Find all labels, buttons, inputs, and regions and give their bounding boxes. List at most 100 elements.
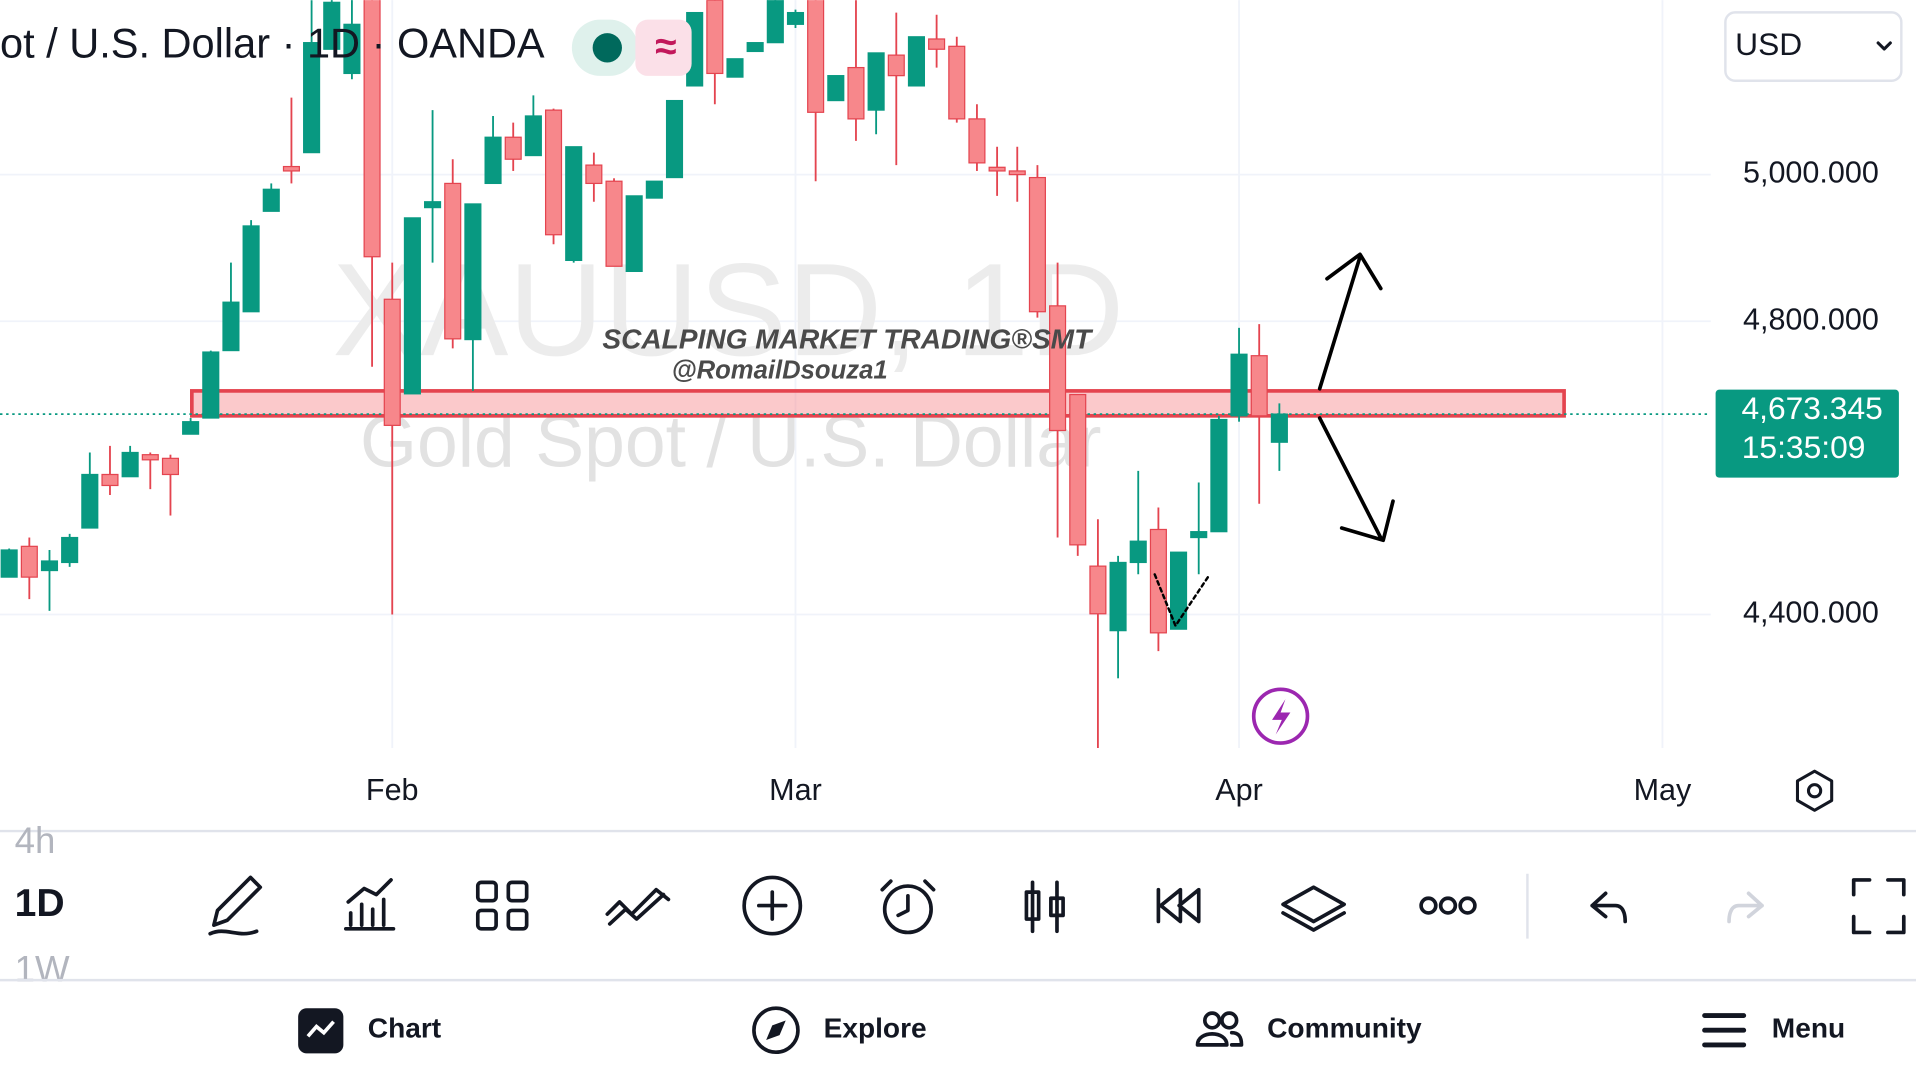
nav-community-icon[interactable] [1195, 1011, 1244, 1047]
candle-body [464, 203, 482, 341]
nav-chart-glyph [306, 1020, 335, 1038]
currency-select[interactable] [1724, 11, 1903, 82]
alert[interactable] [882, 884, 933, 935]
candle-body [746, 42, 764, 53]
candle-body [665, 99, 684, 179]
timeframe[interactable]: 4h [15, 820, 56, 861]
candle-body [585, 164, 603, 185]
candle-body [262, 188, 280, 212]
toolbar [208, 875, 1906, 936]
candle-body [141, 454, 159, 461]
y-tick-label: 4,400.000 [1743, 596, 1879, 630]
price-label: 4,673.345 [1741, 390, 1882, 426]
candle-body [504, 136, 522, 160]
candle-body [565, 146, 583, 262]
overlay-text: @RomailDsouza1 [672, 356, 888, 384]
candle-body [1190, 531, 1208, 539]
zone [190, 389, 1566, 418]
candle-body [403, 217, 421, 395]
nav-menu-icon[interactable] [1702, 1013, 1747, 1048]
plot [0, 0, 1288, 748]
candle-body [605, 180, 623, 267]
settings-icon[interactable] [1795, 769, 1834, 812]
candle-body [343, 23, 361, 75]
timeframe-active[interactable]: 1D [15, 882, 65, 925]
alert-bolt [1272, 699, 1291, 735]
sketch [1153, 573, 1211, 627]
y-axis: 4,400.000 4,800.000 5,000.000 4,673.34515:3… [1715, 156, 1899, 630]
candle-body [544, 109, 563, 236]
candle-body [645, 180, 663, 199]
candle-body [988, 166, 1006, 172]
alarm [880, 879, 936, 918]
candle-body [625, 195, 643, 273]
candle-body [0, 549, 18, 578]
candle-body [867, 52, 885, 111]
candle-body [1270, 413, 1288, 443]
candle-body [726, 58, 744, 78]
candle-body [40, 560, 59, 572]
draw-tool[interactable] [208, 875, 263, 936]
price-box [1715, 389, 1899, 478]
person [1220, 1011, 1239, 1030]
market-status [592, 33, 622, 63]
add[interactable] [742, 875, 803, 936]
candle-body [20, 545, 38, 578]
layout [506, 908, 529, 931]
candle-body [827, 75, 845, 102]
settings-icon-dot [1806, 783, 1823, 799]
more[interactable] [1419, 896, 1438, 915]
candle-body [1008, 170, 1026, 176]
candle-body [444, 182, 462, 340]
x-tick-label: Feb [366, 773, 419, 807]
candle-body [1049, 305, 1067, 432]
redo[interactable] [1727, 891, 1764, 924]
nav-explore-icon[interactable] [752, 1006, 800, 1055]
status-icon: ≈ [655, 25, 676, 68]
y-tick-label: 5,000.000 [1743, 156, 1879, 190]
add-plus [756, 890, 788, 921]
symbol-title[interactable]: ot / U.S. Dollar · 1D · OANDA [0, 20, 545, 67]
candle-body [1250, 355, 1268, 417]
nav-label[interactable]: Chart [368, 1013, 442, 1044]
layout [475, 908, 498, 931]
candle-body [907, 36, 926, 87]
trend-tool[interactable] [605, 887, 671, 926]
overlay: SCALPING MARKET TRADING®SMT @RomailDsouz… [602, 323, 1094, 384]
nav-label[interactable]: Explore [824, 1013, 927, 1044]
candle-body [1129, 540, 1147, 564]
indicators[interactable] [343, 878, 396, 931]
candle-body [1069, 393, 1087, 546]
candle-body [303, 42, 321, 154]
candle-body [202, 351, 220, 419]
fullscreen[interactable] [1851, 878, 1906, 935]
x-tick-label: May [1634, 773, 1692, 807]
candle-body [887, 54, 905, 77]
status-pill [635, 19, 692, 76]
candle-body [847, 66, 865, 120]
arrow-down [1317, 416, 1395, 543]
candle-body [1109, 561, 1127, 632]
objects[interactable] [1281, 885, 1346, 932]
candle-body [121, 451, 139, 478]
chevron [1876, 41, 1892, 51]
zone-layer [0, 389, 1711, 418]
candle-body [61, 536, 79, 564]
replay[interactable] [1156, 887, 1201, 924]
candle-body [383, 298, 401, 426]
nav-label[interactable]: Community [1267, 1013, 1422, 1044]
currency-label: USD [1735, 26, 1802, 62]
watermark-symbol: XAUUSD, 1D [332, 236, 1124, 383]
nav-label[interactable]: Menu [1772, 1013, 1845, 1044]
candle-body [161, 457, 180, 476]
layout[interactable] [475, 880, 498, 903]
bar-replay[interactable] [1030, 880, 1059, 934]
person [1202, 1011, 1222, 1030]
candle-icon [1024, 890, 1041, 921]
candle-body [807, 0, 825, 113]
undo[interactable] [1590, 891, 1628, 924]
x-axis: Feb Mar Apr May [366, 773, 1692, 807]
timeframe[interactable]: 1W [15, 948, 70, 989]
